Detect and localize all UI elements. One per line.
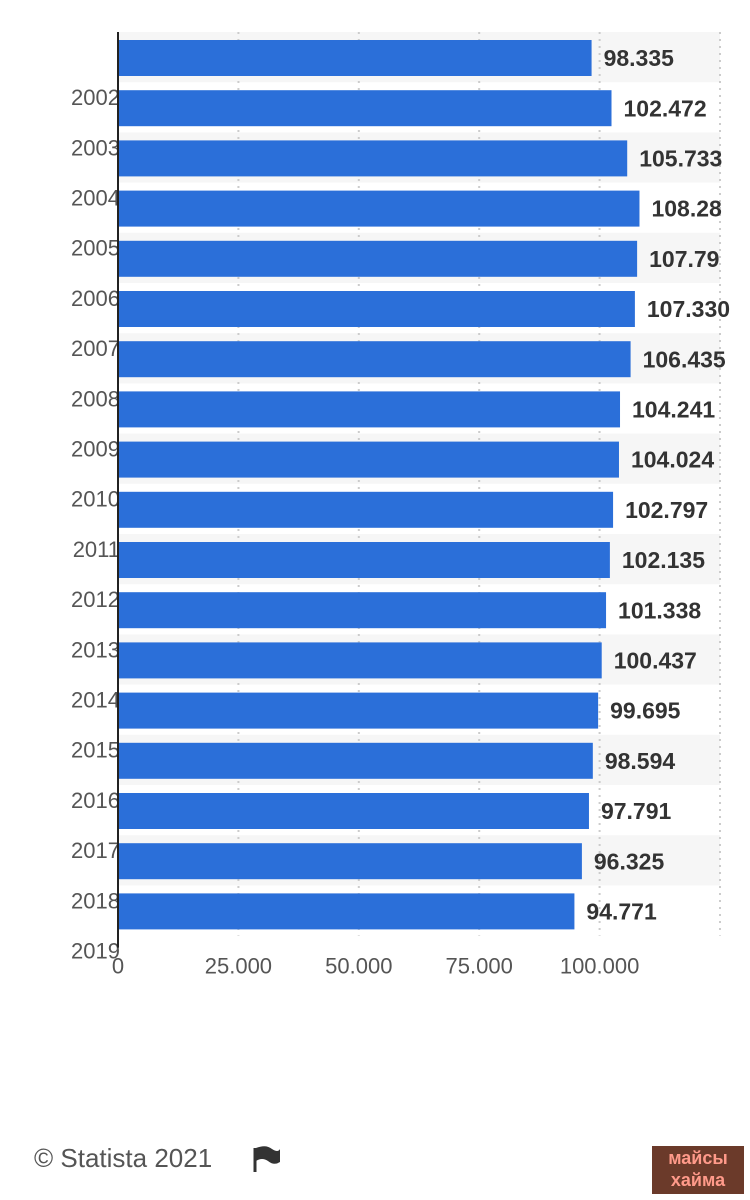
y-tick-label: 2004 xyxy=(71,186,120,211)
y-tick-label: 2014 xyxy=(71,688,120,713)
bar xyxy=(118,391,621,428)
flag-icon xyxy=(253,1146,280,1172)
y-tick-label: 2012 xyxy=(71,587,120,612)
y-tick-label: 2009 xyxy=(71,437,120,462)
value-label: 102.797 xyxy=(625,497,708,523)
bar xyxy=(118,491,614,528)
value-label: 107.79 xyxy=(649,246,719,272)
value-label: 104.024 xyxy=(631,447,714,473)
x-tick-label: 75.000 xyxy=(446,953,513,978)
bar xyxy=(118,40,592,76)
y-tick-label: 2007 xyxy=(71,336,120,361)
bar xyxy=(118,90,612,127)
watermark: майсы xyxy=(668,1148,728,1168)
value-label: 101.338 xyxy=(618,597,701,623)
bar xyxy=(118,592,607,629)
bar xyxy=(118,441,619,478)
value-label: 107.330 xyxy=(647,296,730,322)
y-tick-label: 2015 xyxy=(71,738,120,763)
y-tick-label: 2008 xyxy=(71,386,120,411)
value-label: 102.135 xyxy=(622,547,705,573)
value-label: 106.435 xyxy=(643,346,726,372)
bar xyxy=(118,843,582,880)
bar xyxy=(118,140,628,177)
x-tick-label: 100.000 xyxy=(560,953,640,978)
value-label: 105.733 xyxy=(639,145,722,171)
y-tick-label: 2017 xyxy=(71,838,120,863)
bar xyxy=(118,240,638,277)
bar xyxy=(118,793,589,829)
y-tick-label: 2016 xyxy=(71,788,120,813)
value-label: 96.325 xyxy=(594,848,665,874)
y-tick-label: 2002 xyxy=(71,85,120,110)
y-tick-label: 2011 xyxy=(73,537,120,562)
bar xyxy=(118,190,640,227)
value-label: 102.472 xyxy=(624,95,707,121)
value-label: 99.695 xyxy=(610,698,681,724)
bar xyxy=(118,542,610,578)
value-label: 100.437 xyxy=(614,647,697,673)
plot: 0 25.000 50.000 75.000 100.000 98.335 2002 102.… xyxy=(71,32,730,978)
value-label: 98.594 xyxy=(605,748,676,774)
watermark: хайма xyxy=(671,1170,726,1190)
y-tick-label: 2006 xyxy=(71,286,120,311)
y-tick-label: 2013 xyxy=(71,637,120,662)
bar xyxy=(118,893,575,930)
bar xyxy=(118,742,593,779)
bar xyxy=(118,341,631,378)
value-label: 97.791 xyxy=(601,798,672,824)
y-tick-label: 2010 xyxy=(71,487,120,512)
value-label: 94.771 xyxy=(586,898,657,924)
bar xyxy=(118,692,599,729)
bar xyxy=(118,291,635,327)
y-tick-label: 2018 xyxy=(71,888,120,913)
watermark-box xyxy=(652,1146,744,1194)
x-tick-label: 50.000 xyxy=(325,953,392,978)
value-label: 108.28 xyxy=(651,196,722,222)
value-label: 98.335 xyxy=(604,45,675,71)
x-tick-label: 0 xyxy=(112,953,124,978)
value-label: 104.241 xyxy=(632,396,715,422)
y-tick-label: 2019 xyxy=(71,939,120,964)
x-tick-label: 25.000 xyxy=(205,953,272,978)
y-tick-label: 2005 xyxy=(71,236,120,261)
y-tick-label: 2003 xyxy=(71,135,120,160)
source: © Statista 2021 xyxy=(34,1143,212,1173)
bar xyxy=(118,642,602,679)
